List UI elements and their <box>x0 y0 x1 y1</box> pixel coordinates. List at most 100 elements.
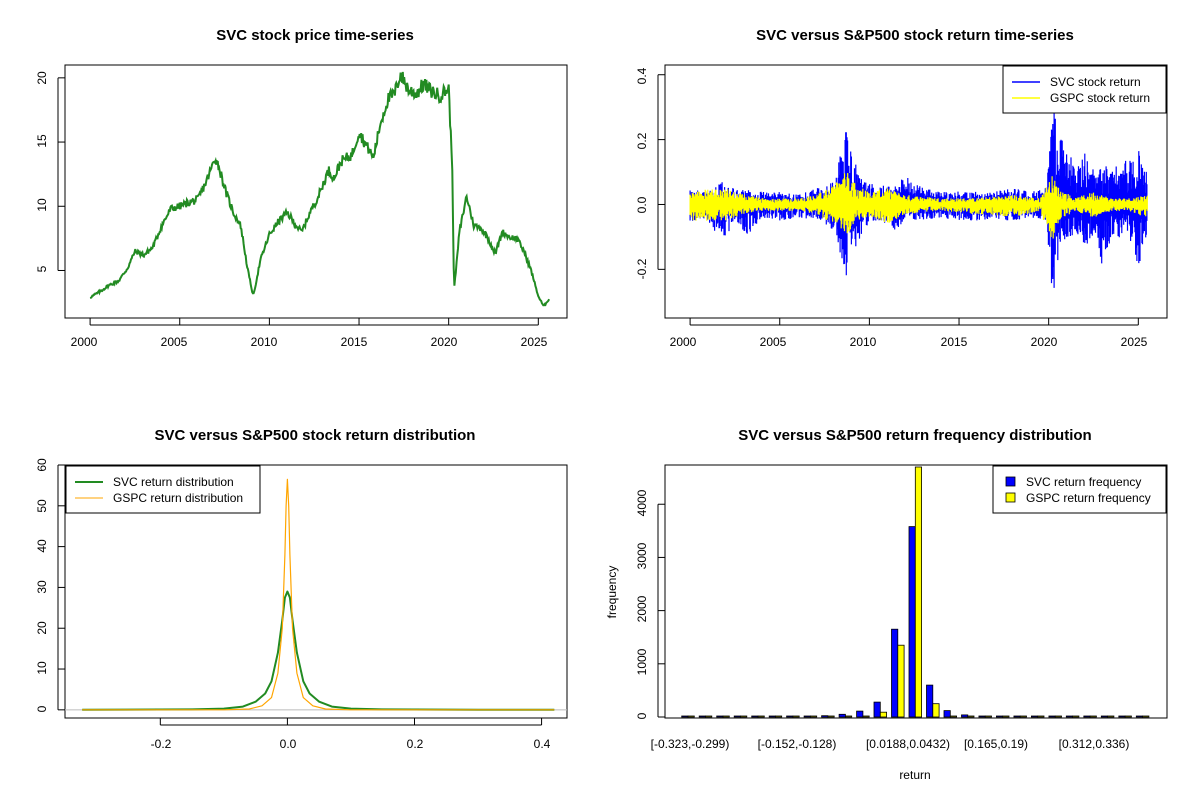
gspc-frequency-bar <box>687 715 695 718</box>
return-frequency-x-tick: [0.165,0.19) <box>964 737 1028 751</box>
svc-frequency-bar <box>926 684 934 718</box>
return-density-y-ticks: 0 10 20 30 40 50 60 <box>35 458 49 712</box>
return-series-legend: SVC stock return GSPC stock return <box>1002 65 1167 114</box>
gspc-frequency-bar <box>949 715 957 718</box>
gspc-frequency-bar <box>722 715 730 718</box>
price-y-tick: 10 <box>35 198 49 212</box>
gspc-frequency-bar <box>1019 715 1027 718</box>
svc-frequency-bar <box>803 715 811 718</box>
return-series-legend-box <box>1002 65 1167 114</box>
svc-frequency-bar <box>821 715 829 718</box>
price-y-tick: 15 <box>35 134 49 148</box>
svc-frequency-bar <box>996 715 1004 718</box>
price-x-ticks: 2000 2005 2010 2015 2020 2025 <box>71 335 548 349</box>
return-density-x-tick: 0.4 <box>534 737 551 751</box>
return-series-x-tick: 2015 <box>941 335 968 349</box>
return-density-plot-frame <box>64 464 568 719</box>
return-series-y-ticks: -0.2 0.0 0.2 0.4 <box>635 67 649 279</box>
svc-frequency-bar <box>891 628 899 718</box>
svc-frequency-bar <box>1048 715 1056 718</box>
gspc-frequency-bar <box>845 715 853 718</box>
return-series-x-tick: 2020 <box>1031 335 1058 349</box>
price-y-tick: 5 <box>35 265 49 272</box>
return-frequency-x-tick: [0.0188,0.0432) <box>866 737 950 751</box>
gspc-frequency-bar <box>897 644 905 718</box>
svc-frequency-bar <box>733 715 741 718</box>
price-y-tick: 20 <box>35 71 49 85</box>
gspc-frequency-bar <box>827 715 835 718</box>
svc-frequency-bar <box>978 715 986 718</box>
legend-svc-density-label: SVC return distribution <box>113 475 234 489</box>
gspc-frequency-bar <box>1107 715 1115 718</box>
gspc-frequency-bar <box>984 715 992 718</box>
return-frequency-marks <box>657 466 1150 718</box>
return-frequency-y-ticks: 0 1000 2000 3000 4000 <box>635 489 649 719</box>
return-frequency-x-tick: [-0.152,-0.128) <box>758 737 837 751</box>
svc-frequency-bar <box>681 715 689 718</box>
legend-svc-frequency-label: SVC return frequency <box>1026 475 1141 489</box>
gspc-frequency-bar <box>862 715 870 718</box>
price-x-tick: 2000 <box>71 335 98 349</box>
gspc-frequency-bar <box>775 715 783 718</box>
return-density-x-tick: 0.2 <box>407 737 424 751</box>
svc-frequency-bar <box>943 710 951 718</box>
svc-frequency-bar <box>1100 715 1109 718</box>
return-density-y-tick: 60 <box>35 458 49 472</box>
legend-gspc-frequency-label: GSPC return frequency <box>1026 491 1151 505</box>
return-density-x-tick: 0.0 <box>280 737 297 751</box>
return-density-y-tick: 40 <box>35 539 49 553</box>
gspc-frequency-bar <box>914 466 922 718</box>
price-chart: SVC stock price time-series 2000 2005 20… <box>35 27 568 349</box>
return-frequency-plot-frame <box>664 464 1168 719</box>
svc-frequency-bar <box>908 526 916 718</box>
legend-svc-frequency-swatch <box>1005 476 1016 487</box>
gspc-frequency-bar <box>810 715 818 718</box>
return-series-x-tick: 2005 <box>760 335 787 349</box>
svc-frequency-bar <box>751 715 759 718</box>
svc-density-line <box>82 590 555 711</box>
gspc-frequency-bar <box>1142 715 1150 718</box>
gspc-density-line <box>82 478 555 711</box>
return-density-x-ticks: -0.2 0.0 0.2 0.4 <box>151 737 551 751</box>
return-frequency-legend: SVC return frequency GSPC return frequen… <box>992 465 1167 514</box>
return-series-x-tick: 2000 <box>670 335 697 349</box>
return-frequency-legend-box <box>992 465 1167 514</box>
return-density-y-tick: 20 <box>35 621 49 635</box>
return-series-y-tick: 0.2 <box>635 132 649 149</box>
return-series-plot-frame <box>664 64 1168 319</box>
return-series-x-tick: 2025 <box>1121 335 1148 349</box>
return-frequency-y-tick: 1000 <box>635 648 649 675</box>
gspc-frequency-bar <box>932 703 940 718</box>
gspc-frequency-bar <box>757 715 765 718</box>
return-frequency-x-tick: [-0.323,-0.299) <box>651 737 730 751</box>
price-x-tick: 2015 <box>341 335 368 349</box>
return-density-y-tick: 50 <box>35 499 49 513</box>
svc-frequency-bar <box>961 714 969 718</box>
return-series-x-ticks: 2000 2005 2010 2015 2020 2025 <box>670 335 1148 349</box>
price-x-tick: 2020 <box>431 335 458 349</box>
gspc-frequency-bar <box>1072 715 1080 718</box>
price-y-ticks: 5 10 15 20 <box>35 71 49 272</box>
price-chart-title: SVC stock price time-series <box>216 27 414 44</box>
legend-gspc-label: GSPC stock return <box>1050 91 1150 105</box>
return-frequency-y-label: frequency <box>605 566 619 619</box>
gspc-frequency-bar <box>1124 715 1132 718</box>
svc-frequency-bar <box>768 715 776 718</box>
return-density-y-tick: 0 <box>35 705 49 712</box>
return-density-x-tick: -0.2 <box>151 737 172 751</box>
gspc-frequency-bar <box>1002 715 1010 718</box>
return-series-y-tick: -0.2 <box>635 258 649 279</box>
return-series-chart-title: SVC versus S&P500 stock return time-seri… <box>756 27 1074 44</box>
legend-gspc-frequency-swatch <box>1005 492 1016 503</box>
price-x-tick: 2010 <box>251 335 278 349</box>
svc-frequency-bar <box>698 715 706 718</box>
return-density-y-tick: 10 <box>35 661 49 675</box>
return-density-marks <box>57 464 567 726</box>
svc-frequency-bar <box>1065 715 1074 718</box>
return-series-y-tick: 0.0 <box>635 196 649 213</box>
svc-frequency-bar <box>856 710 864 718</box>
return-series-x-tick: 2010 <box>850 335 877 349</box>
gspc-frequency-bar <box>879 711 887 718</box>
